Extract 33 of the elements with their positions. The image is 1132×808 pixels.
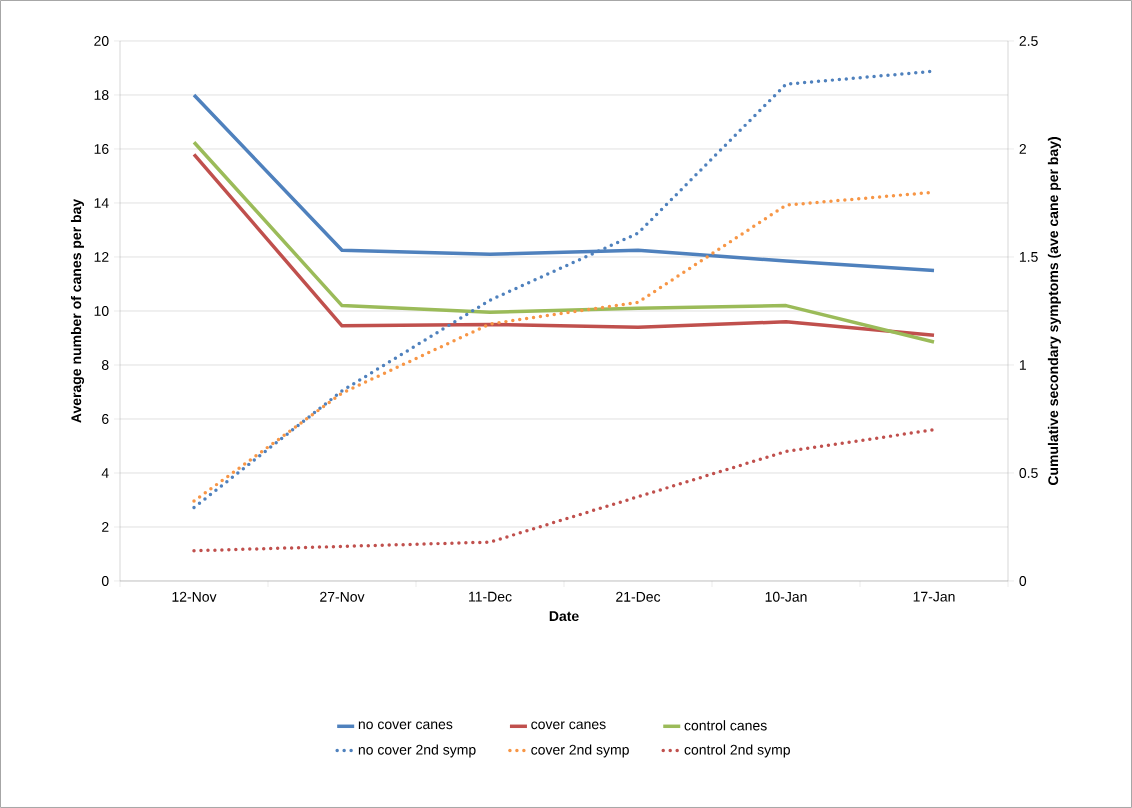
x-tick-label: 10-Jan [765,591,807,602]
x-tick-label: 17-Jan [913,591,955,602]
y-tick-label: 10 [94,306,109,316]
legend-label: cover 2nd symp [531,744,629,758]
x-tick-label: 11-Dec [469,591,512,602]
y2-tick-label: 0.5 [1019,468,1038,478]
y2-axis-title: Cumulative secondary symptoms (ave cane per bay) [1047,137,1061,486]
y2-tick-label: 2.5 [1019,36,1038,46]
line-series [192,428,936,553]
x-tick-label: 21-Dec [616,591,661,602]
y2-tick-label: 1 [1019,360,1026,370]
y-tick-label: 6 [102,414,109,424]
x-tick-label: 27-Nov [320,591,365,602]
legend-label: no cover canes [358,721,453,730]
y-tick-label: 16 [94,144,109,154]
y-tick-label: 2 [102,522,109,532]
y-tick-label: 0 [101,576,109,586]
y-axis-title: Average number of canes per bay [70,198,85,423]
y-tick-label: 8 [101,360,109,370]
y-tick-label: 18 [94,90,109,100]
y2-tick-label: 0 [1019,576,1027,586]
y2-tick-label: 2 [1019,144,1026,154]
legend-label: control 2nd symp [684,744,790,758]
legend-label: control canes [684,720,767,731]
y-tick-label: 20 [94,36,109,46]
y2-tick-label: 1.5 [1019,252,1038,262]
y-tick-label: 4 [101,468,109,478]
legend-label: cover canes [531,721,606,730]
y-tick-label: 12 [94,252,109,262]
y-tick-label: 14 [94,198,109,208]
x-axis-title: Date [549,611,579,622]
x-tick-label: 12-Nov [172,591,217,602]
legend-label: no cover 2nd symp [358,744,476,758]
